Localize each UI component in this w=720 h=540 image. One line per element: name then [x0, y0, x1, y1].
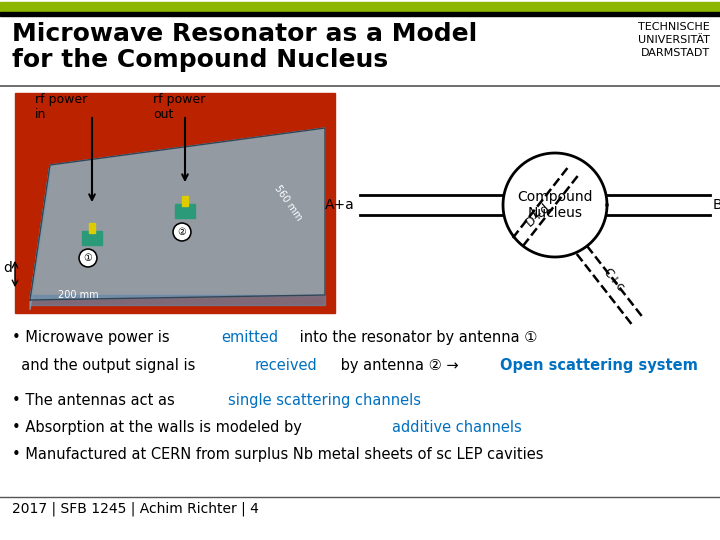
- Bar: [82, 231, 102, 245]
- Text: A+a: A+a: [325, 198, 355, 212]
- Text: C+c: C+c: [600, 265, 627, 294]
- Text: Open scattering system: Open scattering system: [500, 358, 698, 373]
- Text: TECHNISCHE
UNIVERSITÄT
DARMSTADT: TECHNISCHE UNIVERSITÄT DARMSTADT: [638, 22, 710, 58]
- Text: by antenna ② →: by antenna ② →: [336, 358, 463, 373]
- Bar: [182, 196, 188, 206]
- Text: rf power
out: rf power out: [153, 93, 205, 121]
- Text: ①: ①: [84, 253, 92, 263]
- Bar: [89, 223, 95, 233]
- Text: emitted: emitted: [221, 330, 279, 345]
- Bar: [15, 93, 335, 313]
- Text: and the output signal is: and the output signal is: [12, 358, 200, 373]
- Text: for the Compound Nucleus: for the Compound Nucleus: [12, 48, 388, 72]
- Text: • Manufactured at CERN from surplus Nb metal sheets of sc LEP cavities: • Manufactured at CERN from surplus Nb m…: [12, 447, 544, 462]
- Text: • The antennas act as: • The antennas act as: [12, 393, 179, 408]
- Bar: [0, 2, 720, 12]
- Text: 560 mm: 560 mm: [272, 183, 304, 222]
- Text: 2017 | SFB 1245 | Achim Richter | 4: 2017 | SFB 1245 | Achim Richter | 4: [12, 501, 259, 516]
- Circle shape: [79, 249, 97, 267]
- Text: B+b: B+b: [713, 198, 720, 212]
- Text: Microwave Resonator as a Model: Microwave Resonator as a Model: [12, 22, 477, 46]
- Text: received: received: [255, 358, 318, 373]
- Text: rf power
in: rf power in: [35, 93, 87, 121]
- Polygon shape: [30, 128, 325, 300]
- Text: into the resonator by antenna ①: into the resonator by antenna ①: [295, 330, 537, 345]
- Bar: [0, 12, 720, 16]
- Text: additive channels: additive channels: [392, 420, 522, 435]
- Text: single scattering channels: single scattering channels: [228, 393, 421, 408]
- Text: • Microwave power is: • Microwave power is: [12, 330, 174, 345]
- Bar: [175, 204, 195, 218]
- Text: ②: ②: [178, 227, 186, 237]
- Text: • Absorption at the walls is modeled by: • Absorption at the walls is modeled by: [12, 420, 307, 435]
- Text: 200 mm: 200 mm: [58, 290, 99, 300]
- Text: D+d: D+d: [523, 200, 552, 229]
- Text: d: d: [3, 261, 12, 275]
- Text: Compound
Nucleus: Compound Nucleus: [517, 190, 593, 220]
- Circle shape: [173, 223, 191, 241]
- Polygon shape: [30, 295, 325, 305]
- Polygon shape: [30, 165, 50, 310]
